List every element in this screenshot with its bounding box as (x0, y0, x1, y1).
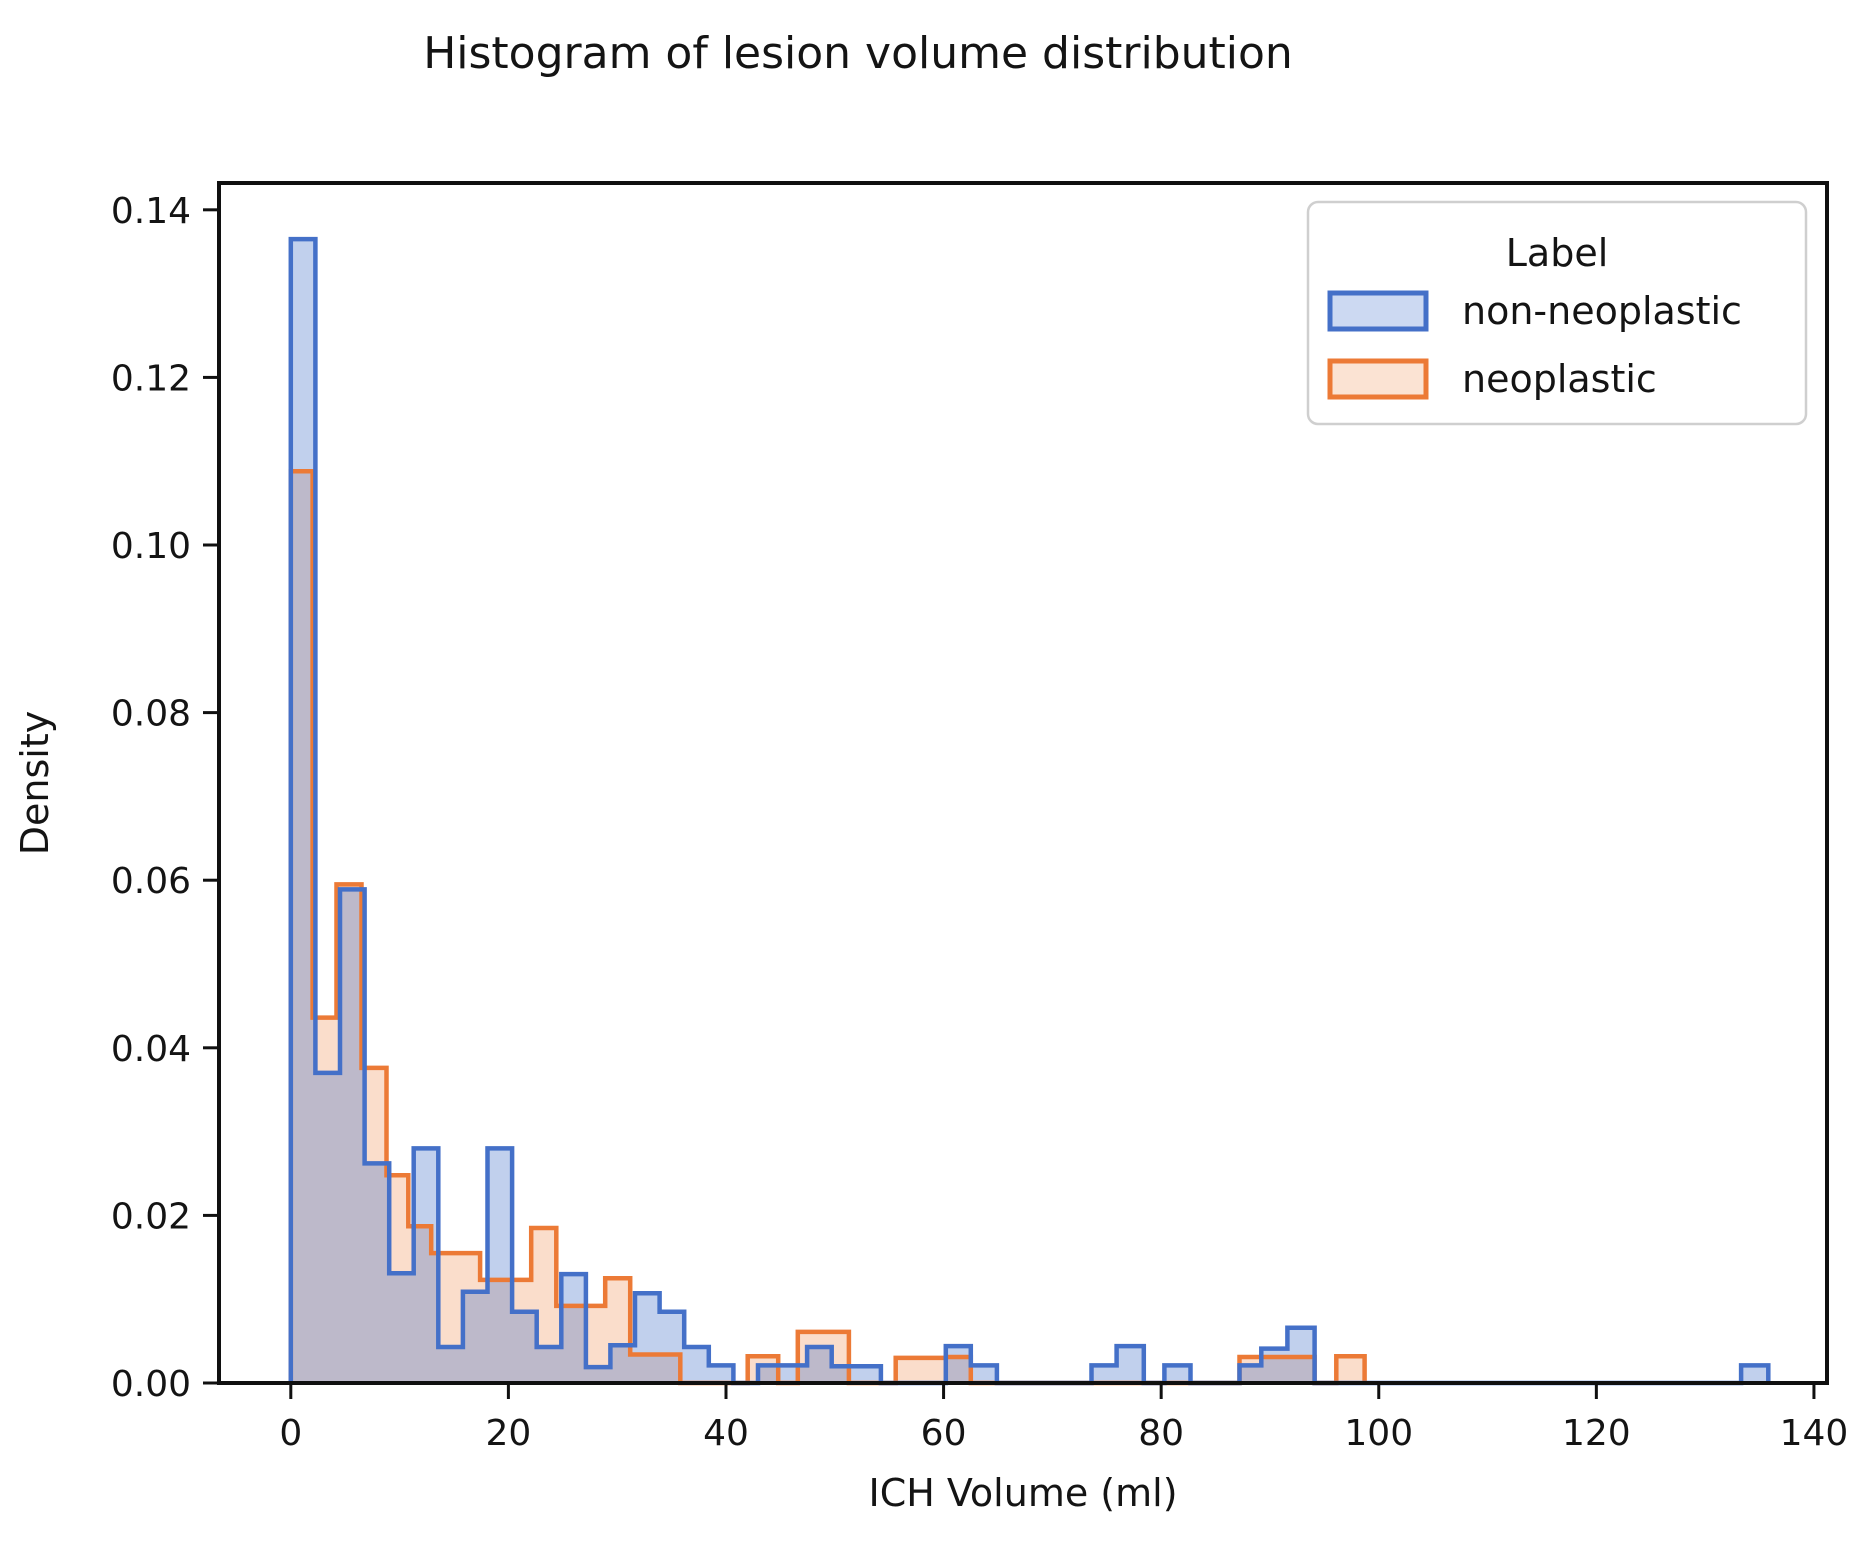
legend-title: Label (1506, 231, 1609, 275)
x-tick-label: 60 (921, 1413, 967, 1454)
x-tick-label: 40 (703, 1413, 749, 1454)
x-tick-label: 80 (1138, 1413, 1184, 1454)
x-tick-label: 140 (1780, 1413, 1849, 1454)
y-tick-label: 0.08 (111, 694, 191, 735)
legend-label-neoplastic: neoplastic (1462, 357, 1657, 401)
x-axis-label: ICH Volume (ml) (868, 1471, 1177, 1515)
y-axis-label: Density (13, 711, 57, 855)
legend-label-non-neoplastic: non-neoplastic (1462, 289, 1742, 333)
plot-spines (217, 181, 1829, 1385)
hist-fill-neoplastic (290, 471, 1365, 1383)
chart-title: Histogram of lesion volume distribution (423, 28, 1293, 79)
y-tick-label: 0.00 (111, 1364, 191, 1405)
y-tick-label: 0.12 (111, 358, 191, 399)
y-tick-label: 0.04 (111, 1029, 191, 1070)
y-tick-label: 0.14 (111, 191, 191, 232)
x-tick-label: 120 (1562, 1413, 1631, 1454)
y-tick-label: 0.02 (111, 1196, 191, 1237)
ticks-layer: 0 20 40 60 80 100 120 140 0.00 0.02 0.04 0.06 0.08 0.… (111, 191, 1848, 1454)
x-tick-label: 100 (1344, 1413, 1413, 1454)
y-tick-label: 0.06 (111, 861, 191, 902)
legend-swatch-non-neoplastic (1327, 290, 1429, 332)
y-tick-label: 0.10 (111, 526, 191, 567)
x-tick-label: 0 (279, 1413, 302, 1454)
legend-box (1306, 200, 1808, 426)
legend: Label non-neoplastic neoplastic (1306, 200, 1808, 426)
legend-swatch-neoplastic (1327, 358, 1429, 400)
x-tick-label: 20 (485, 1413, 531, 1454)
